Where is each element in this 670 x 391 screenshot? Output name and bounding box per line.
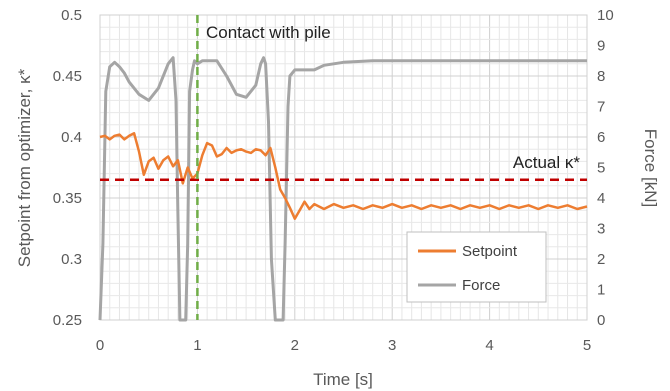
- y2-tick-label: 6: [597, 129, 605, 146]
- y2-tick-label: 3: [597, 221, 605, 238]
- x-tick-label: 0: [96, 337, 104, 354]
- legend: Setpoint Force: [406, 231, 547, 303]
- annotation-actual-kappa: Actual κ*: [513, 153, 580, 172]
- y2-tick-label: 9: [597, 38, 605, 55]
- y2-tick-label: 2: [597, 251, 605, 268]
- y-axis-title: Setpoint from optimizer, κ*: [15, 68, 34, 267]
- y2-tick-label: 1: [597, 282, 605, 299]
- tick-labels: 0 1 2 3 4 5 0.25 0.3 0.35 0.4 0.45 0.5 0 1 2 3 4 5 6 7 8 9 10: [53, 7, 614, 354]
- x-tick-label: 4: [485, 337, 493, 354]
- legend-box: [406, 231, 547, 303]
- series-line-setpoint: [99, 132, 588, 220]
- y2-tick-label: 8: [597, 68, 605, 85]
- y2-tick-label: 0: [597, 312, 605, 329]
- y2-tick-label: 5: [597, 160, 605, 177]
- plot-area-border: [99, 14, 588, 321]
- y-tick-label: 0.25: [53, 312, 82, 329]
- x-tick-label: 1: [193, 337, 201, 354]
- y-tick-label: 0.45: [53, 68, 82, 85]
- legend-label-force: Force: [462, 277, 500, 294]
- x-tick-label: 2: [291, 337, 299, 354]
- x-axis-title: Time [s]: [313, 370, 373, 389]
- y-tick-label: 0.4: [61, 129, 82, 146]
- y-tick-label: 0.35: [53, 190, 82, 207]
- y2-tick-label: 4: [597, 190, 605, 207]
- legend-label-setpoint: Setpoint: [462, 243, 518, 260]
- x-tick-label: 5: [583, 337, 591, 354]
- y-tick-label: 0.5: [61, 7, 82, 24]
- series-lines: [98, 15, 588, 322]
- y2-tick-label: 10: [597, 7, 614, 24]
- y-tick-label: 0.3: [61, 251, 82, 268]
- y2-tick-label: 7: [597, 99, 605, 116]
- y2-axis-title: Force [kN]: [641, 129, 660, 207]
- x-tick-label: 3: [388, 337, 396, 354]
- annotation-contact-with-pile: Contact with pile: [206, 23, 331, 42]
- series-line-force: [98, 56, 587, 322]
